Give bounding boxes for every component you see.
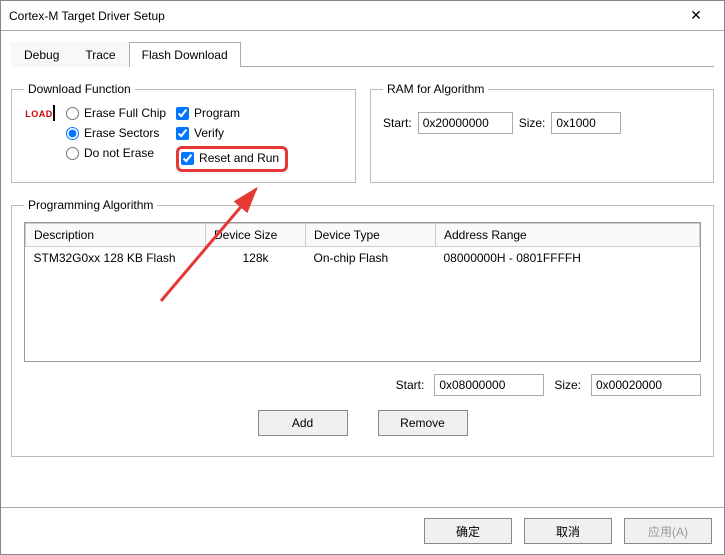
download-function-group: Download Function LOAD Erase Full Chip E…: [11, 82, 356, 183]
ok-button[interactable]: 确定: [424, 518, 512, 544]
programming-algorithm-group: Programming Algorithm Description Device…: [11, 198, 714, 457]
tab-flash-download[interactable]: Flash Download: [129, 42, 241, 67]
check-program[interactable]: Program: [176, 106, 288, 120]
ram-start-input[interactable]: [418, 112, 513, 134]
radio-erase-sectors[interactable]: Erase Sectors: [66, 126, 166, 140]
ram-size-label: Size:: [519, 116, 546, 130]
algo-size-label: Size:: [554, 378, 581, 392]
col-device-size: Device Size: [206, 224, 306, 247]
add-button[interactable]: Add: [258, 410, 348, 436]
tab-debug[interactable]: Debug: [11, 42, 72, 67]
col-device-type: Device Type: [306, 224, 436, 247]
ram-start-label: Start:: [383, 116, 412, 130]
dialog-footer: 确定 取消 应用(A): [1, 507, 724, 554]
radio-erase-full[interactable]: Erase Full Chip: [66, 106, 166, 120]
tab-trace[interactable]: Trace: [72, 42, 128, 67]
download-function-legend: Download Function: [24, 82, 135, 96]
ram-size-input[interactable]: [551, 112, 621, 134]
col-address-range: Address Range: [436, 224, 700, 247]
annotation-highlight-box: Reset and Run: [176, 146, 288, 172]
table-row[interactable]: STM32G0xx 128 KB Flash 128k On-chip Flas…: [26, 247, 700, 270]
algo-size-input[interactable]: [591, 374, 701, 396]
algo-table[interactable]: Description Device Size Device Type Addr…: [24, 222, 701, 362]
check-verify[interactable]: Verify: [176, 126, 288, 140]
ram-for-algorithm-group: RAM for Algorithm Start: Size:: [370, 82, 714, 183]
apply-button[interactable]: 应用(A): [624, 518, 712, 544]
load-icon: LOAD: [24, 106, 56, 172]
algo-start-label: Start:: [396, 378, 425, 392]
dialog-window: Cortex-M Target Driver Setup ✕ Debug Tra…: [0, 0, 725, 555]
title-bar: Cortex-M Target Driver Setup ✕: [1, 1, 724, 31]
check-reset-and-run[interactable]: Reset and Run: [181, 151, 279, 165]
col-description: Description: [26, 224, 206, 247]
remove-button[interactable]: Remove: [378, 410, 468, 436]
window-title: Cortex-M Target Driver Setup: [9, 9, 676, 23]
radio-do-not-erase[interactable]: Do not Erase: [66, 146, 166, 160]
close-icon[interactable]: ✕: [676, 7, 716, 24]
ram-legend: RAM for Algorithm: [383, 82, 488, 96]
algo-legend: Programming Algorithm: [24, 198, 157, 212]
cancel-button[interactable]: 取消: [524, 518, 612, 544]
algo-start-input[interactable]: [434, 374, 544, 396]
tab-bar: Debug Trace Flash Download: [11, 41, 714, 67]
dialog-body: Debug Trace Flash Download Download Func…: [1, 31, 724, 507]
